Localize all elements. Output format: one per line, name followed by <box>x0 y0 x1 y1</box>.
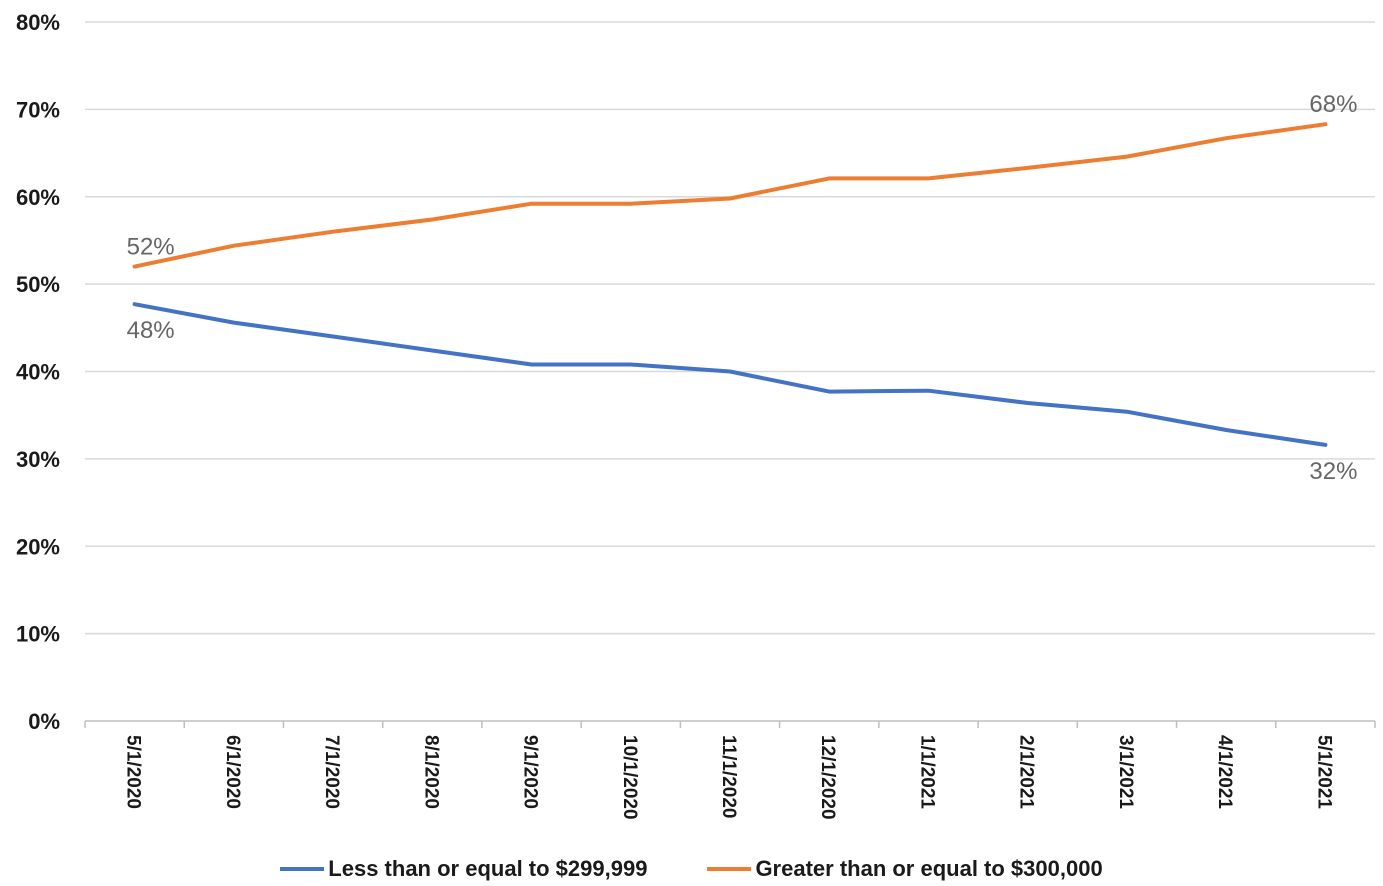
legend: Less than or equal to $299,999 Greater t… <box>0 852 1383 886</box>
y-tick-label: 40% <box>16 360 60 385</box>
y-tick-label: 70% <box>16 97 60 122</box>
x-tick-label: 12/1/2020 <box>817 735 838 820</box>
y-tick-label: 50% <box>16 272 60 297</box>
x-tick-label: 10/1/2020 <box>619 735 640 820</box>
y-tick-label: 10% <box>16 622 60 647</box>
y-tick-label: 0% <box>28 709 60 734</box>
legend-item-low: Less than or equal to $299,999 <box>280 856 647 882</box>
series-line-0 <box>132 302 1328 447</box>
legend-swatch-high <box>707 867 752 871</box>
x-tick-label: 5/1/2021 <box>1313 735 1334 809</box>
x-tick-label: 2/1/2021 <box>1016 735 1037 809</box>
y-tick-label: 80% <box>16 10 60 35</box>
line-chart: 0% 10% 20% 30% 40% 50% 60% 70% 80% 5/1/2020 6/1/2… <box>16 10 1376 820</box>
x-tick-label: 7/1/2020 <box>321 735 342 809</box>
series-line-1 <box>132 122 1328 269</box>
legend-label-low: Less than or equal to $299,999 <box>328 856 648 881</box>
legend-swatch-low <box>280 867 325 871</box>
legend-item-high: Greater than or equal to $300,000 <box>707 856 1103 882</box>
data-labels: 52% 48% 68% 32% <box>127 91 1358 485</box>
x-tick-label: 4/1/2021 <box>1214 735 1235 809</box>
x-tick-label: 5/1/2020 <box>123 735 144 809</box>
y-axis-ticks: 0% 10% 20% 30% 40% 50% 60% 70% 80% <box>16 10 60 734</box>
data-label: 52% <box>127 234 175 261</box>
x-tick-label: 1/1/2021 <box>916 735 937 809</box>
x-tick-label: 6/1/2020 <box>222 735 243 809</box>
data-label: 32% <box>1309 458 1357 485</box>
x-tick-label: 11/1/2020 <box>718 735 739 818</box>
x-axis: 5/1/2020 6/1/2020 7/1/2020 8/1/2020 9/1/2020… <box>84 720 1376 820</box>
y-tick-label: 30% <box>16 447 60 472</box>
x-tick-label: 8/1/2020 <box>420 735 441 809</box>
data-label: 68% <box>1309 91 1357 118</box>
x-tick-label: 9/1/2020 <box>520 735 541 809</box>
series-lines <box>132 122 1328 447</box>
x-tick-label: 3/1/2021 <box>1115 735 1136 809</box>
data-label: 48% <box>127 317 175 344</box>
legend-label-high: Greater than or equal to $300,000 <box>755 856 1103 881</box>
y-tick-label: 20% <box>16 534 60 559</box>
y-tick-label: 60% <box>16 185 60 210</box>
